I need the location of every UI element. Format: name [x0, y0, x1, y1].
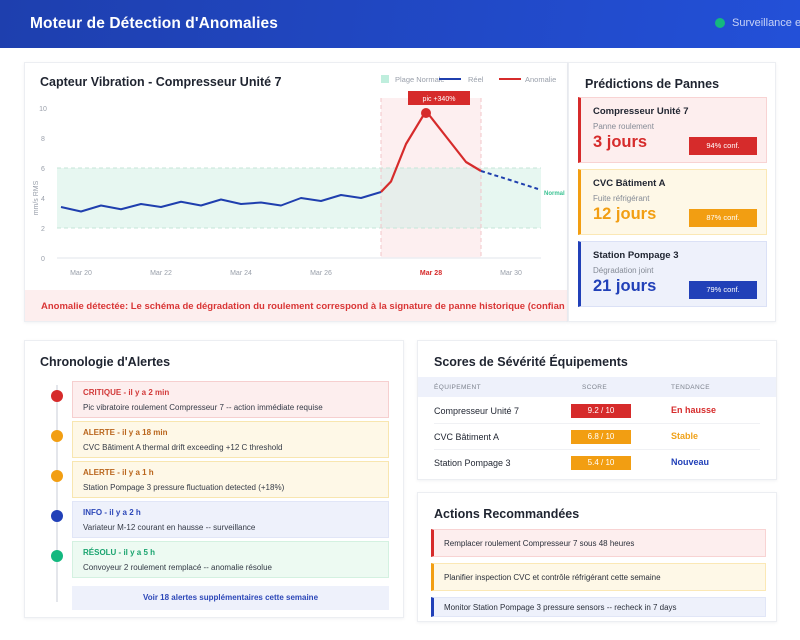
alert-header: INFO - il y a 2 h	[83, 508, 141, 517]
info-dot-icon	[51, 510, 63, 522]
vibration-chart-card: Capteur Vibration - Compresseur Unité 7 …	[24, 62, 568, 322]
svg-text:10: 10	[39, 106, 47, 113]
legend-anomaly-swatch	[499, 78, 521, 80]
alert-item[interactable]: CRITIQUE - il y a 2 min Pic vibratoire r…	[72, 381, 389, 418]
alert-header: RÉSOLU - il y a 5 h	[83, 548, 156, 557]
equipment-name: CVC Bâtiment A	[434, 432, 500, 442]
monitoring-status: Surveillance e	[715, 17, 800, 29]
table-row[interactable]: Compresseur Unité 7 9.2 / 10 En hausse	[434, 398, 760, 424]
score-badge: 5.4 / 10	[571, 456, 631, 470]
prediction-confidence-badge: 87% conf.	[689, 209, 757, 227]
legend-real-swatch	[439, 78, 461, 80]
critical-dot-icon	[51, 390, 63, 402]
svg-text:Normal: Normal	[544, 191, 565, 197]
prediction-item[interactable]: Station Pompage 3 Dégradation joint 21 j…	[578, 241, 767, 307]
alert-header: CRITIQUE - il y a 2 min	[83, 388, 170, 397]
prediction-equipment: Compresseur Unité 7	[593, 106, 689, 117]
app-title: Moteur de Détection d'Anomalies	[30, 15, 278, 32]
warning-dot-icon	[51, 470, 63, 482]
alert-message: Variateur M-12 courant en hausse -- surv…	[83, 523, 256, 532]
svg-text:2: 2	[41, 226, 45, 233]
legend-normal-range-label: Plage Normale	[395, 75, 445, 84]
svg-text:Mar 20: Mar 20	[70, 270, 92, 277]
alert-message: Pic vibratoire roulement Compresseur 7 -…	[83, 403, 323, 412]
svg-text:8: 8	[41, 136, 45, 143]
legend-anomaly-label: Anomalie	[525, 75, 557, 84]
svg-text:Mar 24: Mar 24	[230, 270, 252, 277]
predictions-title: Prédictions de Pannes	[585, 77, 720, 91]
alert-item[interactable]: INFO - il y a 2 h Variateur M-12 courant…	[72, 501, 389, 538]
alert-item[interactable]: ALERTE - il y a 1 h Station Pompage 3 pr…	[72, 461, 389, 498]
trend-label: Nouveau	[671, 457, 710, 467]
chart-title: Capteur Vibration - Compresseur Unité 7	[40, 75, 282, 89]
warning-dot-icon	[51, 430, 63, 442]
column-header-trend: TENDANCE	[671, 384, 710, 391]
actions-title: Actions Recommandées	[434, 507, 580, 521]
prediction-equipment: Station Pompage 3	[593, 250, 679, 261]
svg-text:Mar 22: Mar 22	[150, 270, 172, 277]
alert-item[interactable]: ALERTE - il y a 18 min CVC Bâtiment A th…	[72, 421, 389, 458]
score-badge: 6.8 / 10	[571, 430, 631, 444]
svg-text:Mar 26: Mar 26	[310, 270, 332, 277]
action-item[interactable]: Monitor Station Pompage 3 pressure senso…	[431, 597, 766, 617]
svg-text:4: 4	[41, 196, 45, 203]
alert-message: CVC Bâtiment A thermal drift exceeding +…	[83, 443, 283, 452]
svg-text:Mar 28: Mar 28	[420, 270, 442, 277]
column-header-equipment: ÉQUIPEMENT	[434, 384, 481, 391]
alert-message: Station Pompage 3 pressure fluctuation d…	[83, 483, 285, 492]
severity-title: Scores de Sévérité Équipements	[434, 355, 628, 369]
svg-text:mm/s RMS: mm/s RMS	[33, 180, 40, 215]
prediction-confidence-badge: 94% conf.	[689, 137, 757, 155]
legend-real-label: Réel	[468, 75, 484, 84]
anomaly-banner: Anomalie détectée: Le schéma de dégradat…	[25, 290, 567, 321]
prediction-item[interactable]: Compresseur Unité 7 Panne roulement 3 jo…	[578, 97, 767, 163]
alert-item[interactable]: RÉSOLU - il y a 5 h Convoyeur 2 roulemen…	[72, 541, 389, 578]
prediction-equipment: CVC Bâtiment A	[593, 178, 666, 189]
prediction-item[interactable]: CVC Bâtiment A Fuite réfrigérant 12 jour…	[578, 169, 767, 235]
equipment-name: Station Pompage 3	[434, 458, 511, 468]
svg-text:6: 6	[41, 166, 45, 173]
vibration-line-chart[interactable]: 0 2 4 6 8 10 mm/s RMS Mar 20 Mar 22 Mar 24 Mar 26 M…	[25, 63, 568, 290]
prediction-confidence-badge: 79% conf.	[689, 281, 757, 299]
equipment-name: Compresseur Unité 7	[434, 406, 520, 416]
legend-normal-range-swatch	[381, 75, 389, 83]
trend-label: En hausse	[671, 405, 717, 415]
table-row[interactable]: CVC Bâtiment A 6.8 / 10 Stable	[434, 424, 760, 450]
failure-predictions-card: Prédictions de Pannes Compresseur Unité …	[568, 62, 776, 322]
timeline-track	[56, 385, 58, 602]
svg-text:Mar 30: Mar 30	[500, 270, 522, 277]
prediction-issue: Panne roulement	[593, 122, 654, 131]
app-header: Moteur de Détection d'Anomalies Surveill…	[0, 0, 800, 48]
resolved-dot-icon	[51, 550, 63, 562]
svg-text:0: 0	[41, 256, 45, 263]
timeline-title: Chronologie d'Alertes	[40, 355, 171, 369]
severity-scores-card: Scores de Sévérité Équipements ÉQUIPEMEN…	[417, 340, 777, 480]
severity-table-header: ÉQUIPEMENT SCORE TENDANCE	[418, 377, 776, 397]
action-item[interactable]: Planifier inspection CVC et contrôle réf…	[431, 563, 766, 591]
prediction-issue: Dégradation joint	[593, 266, 654, 275]
prediction-days: 12 jours	[593, 205, 657, 223]
score-badge: 9.2 / 10	[571, 404, 631, 418]
column-header-score: SCORE	[582, 384, 608, 391]
action-item[interactable]: Remplacer roulement Compresseur 7 sous 4…	[431, 529, 766, 557]
prediction-days: 3 jours	[593, 133, 648, 151]
prediction-days: 21 jours	[593, 277, 657, 295]
recommended-actions-card: Actions Recommandées Remplacer roulement…	[417, 492, 777, 622]
trend-label: Stable	[671, 431, 699, 441]
table-row[interactable]: Station Pompage 3 5.4 / 10 Nouveau	[434, 450, 760, 476]
alert-message: Convoyeur 2 roulement remplacé -- anomal…	[83, 563, 272, 572]
status-label: Surveillance e	[732, 17, 800, 29]
svg-text:pic +340%: pic +340%	[423, 96, 456, 103]
prediction-issue: Fuite réfrigérant	[593, 194, 650, 203]
more-alerts-link[interactable]: Voir 18 alertes supplémentaires cette se…	[72, 586, 389, 610]
status-dot-icon	[715, 18, 725, 28]
alert-header: ALERTE - il y a 1 h	[83, 468, 154, 477]
alert-timeline-card: Chronologie d'Alertes CRITIQUE - il y a …	[24, 340, 404, 618]
alert-header: ALERTE - il y a 18 min	[83, 428, 168, 437]
